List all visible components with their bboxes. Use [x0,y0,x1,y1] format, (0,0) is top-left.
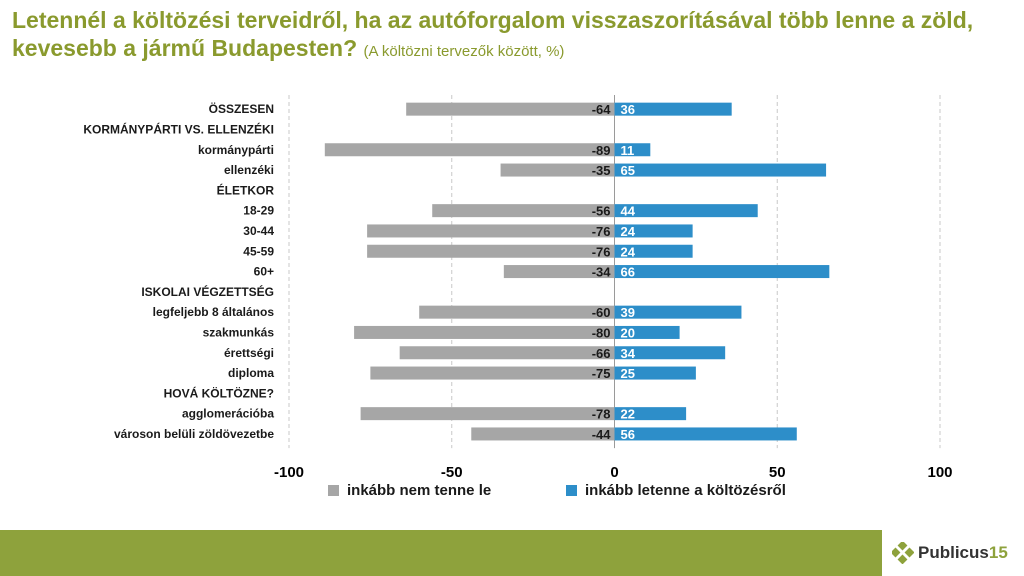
bar-positive-label: 20 [621,325,635,340]
category-label: 60+ [254,265,274,279]
bar-positive-label: 24 [621,244,636,259]
bar-negative-label: -66 [592,346,611,361]
legend-item-positive: inkább letenne a költözésről [566,482,786,499]
x-tick-label: 100 [927,464,952,480]
x-tick-label: 50 [769,464,786,480]
bar-negative-label: -75 [592,366,611,381]
bar-negative [370,366,615,380]
bar-positive [614,305,742,319]
bar-negative [367,224,615,238]
category-label: legfeljebb 8 általános [153,305,275,319]
bar-negative-label: -64 [592,102,612,117]
bar-negative-label: -60 [592,305,611,320]
bar-negative-label: -80 [592,325,611,340]
category-label: ÖSSZESEN [209,101,274,116]
chart-subtitle: (A költözni tervezők között, %) [363,43,565,60]
bar-negative-label: -89 [592,143,611,158]
bar-positive-label: 25 [621,366,635,381]
bar-positive-label: 56 [621,427,635,442]
legend-item-negative: inkább nem tenne le [328,482,491,499]
bar-negative [503,265,615,279]
bar-negative [406,102,615,116]
bar-positive-label: 22 [621,407,635,422]
category-label: 18-29 [243,204,274,218]
publicus-logo: Publicus 15 [892,536,1020,570]
bar-negative-label: -76 [592,244,611,259]
x-tick-label: -100 [274,464,304,480]
publicus-logo-icon [892,542,914,564]
bar-positive-label: 66 [621,265,635,280]
category-label: 45-59 [243,244,274,258]
footer-bar [0,530,882,576]
bar-negative [500,163,615,177]
bar-positive-label: 24 [621,224,636,239]
bar-negative-label: -35 [592,163,611,178]
legend-swatch-negative [328,485,339,496]
bar-positive [614,163,827,177]
bar-negative [354,325,615,339]
bar-positive-label: 34 [621,346,636,361]
bar-negative [419,305,615,319]
bar-negative [399,346,615,360]
bar-negative-label: -78 [592,407,611,422]
legend: inkább nem tenne le inkább letenne a köl… [0,482,1024,506]
category-label: városon belüli zöldövezetbe [114,427,274,441]
bar-negative-label: -44 [592,427,612,442]
bar-positive [614,102,732,116]
bar-positive [614,427,797,441]
bar-positive-label: 65 [621,163,635,178]
bar-positive [614,224,693,238]
category-label: szakmunkás [203,325,275,339]
category-label: KORMÁNYPÁRTI VS. ELLENZÉKI [83,121,274,136]
bar-positive-label: 44 [621,204,636,219]
category-label: HOVÁ KÖLTÖZNE? [164,385,274,400]
diverging-bar-chart: -100 -50 0 50 100 ÖSSZESEN -64 36 KORMÁNYPÁRTI V… [83,95,953,480]
bar-positive [614,204,758,218]
bar-positive [614,143,651,157]
category-label: ISKOLAI VÉGZETTSÉG [141,284,274,299]
bar-negative-label: -34 [592,265,612,280]
legend-label-positive: inkább letenne a költözésről [585,482,786,499]
bar-positive [614,325,680,339]
category-label: diploma [228,366,274,380]
bar-negative [360,407,615,421]
x-tick-label: -50 [441,464,463,480]
category-label: 30-44 [243,224,274,238]
bar-negative-label: -76 [592,224,611,239]
bar-negative [367,244,615,258]
category-label: érettségi [224,346,274,360]
bar-positive [614,346,726,360]
bar-negative-label: -56 [592,204,611,219]
bar-positive-label: 39 [621,305,635,320]
chart-title: Letennél a költözési terveidről, ha az a… [12,6,1012,66]
x-tick-label: 0 [610,464,618,480]
category-label: kormánypárti [198,143,274,157]
title-text: Letennél a költözési terveidről, ha az a… [12,7,974,61]
bar-positive [614,366,696,380]
bar-positive [614,265,830,279]
bar-negative [471,427,615,441]
bar-positive [614,407,687,421]
logo-number: 15 [988,543,1008,562]
category-label: ÉLETKOR [217,182,275,197]
legend-label-negative: inkább nem tenne le [347,482,492,499]
bar-positive-label: 36 [621,102,635,117]
bar-positive [614,244,693,258]
bar-positive-label: 11 [621,143,635,158]
bar-negative [432,204,615,218]
bar-negative [324,143,615,157]
category-label: ellenzéki [224,163,274,177]
logo-name: Publicus [918,543,989,562]
legend-swatch-positive [566,485,577,496]
category-label: agglomerációba [182,407,274,421]
